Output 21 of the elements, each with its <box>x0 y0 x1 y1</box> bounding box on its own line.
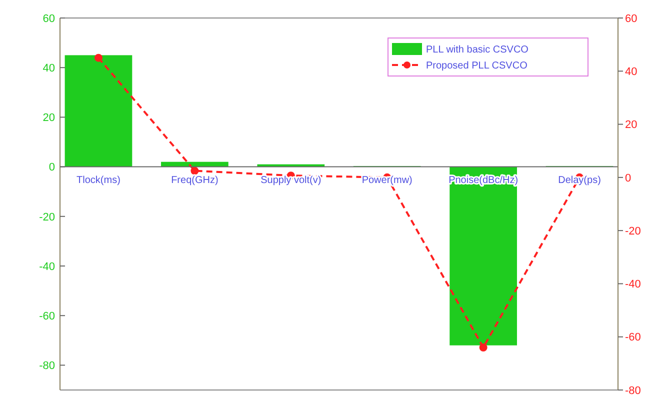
y-tick-label: -60 <box>39 310 55 322</box>
y-tick-label: 40 <box>42 62 55 74</box>
x-tick-label: Tlock(ms) <box>76 174 120 186</box>
legend-label: PLL with basic CSVCO <box>426 44 529 56</box>
y-tick-label: 60 <box>42 12 55 25</box>
y2-tick-label: -20 <box>625 225 641 238</box>
y-tick-label: -40 <box>39 260 55 273</box>
y2-tick-label: 20 <box>625 119 638 132</box>
legend-label: Proposed PLL CSVCO <box>426 60 528 72</box>
y-tick-label: 20 <box>42 112 55 124</box>
y2-tick-label: 40 <box>625 66 638 78</box>
y-tick-label: -80 <box>39 360 55 372</box>
y2-tick-label: -80 <box>625 384 641 397</box>
y2-tick-label: -60 <box>625 332 641 344</box>
y2-tick-label: -40 <box>625 278 641 291</box>
x-tick-label: Supply volt(v) <box>260 174 322 186</box>
x-tick-label: Freq(GHz) <box>171 174 218 186</box>
y2-tick-label: 0 <box>625 172 632 184</box>
y2-tick-label: 60 <box>625 12 638 25</box>
y-tick-label: 0 <box>48 162 55 174</box>
y-tick-label: -20 <box>39 211 55 224</box>
